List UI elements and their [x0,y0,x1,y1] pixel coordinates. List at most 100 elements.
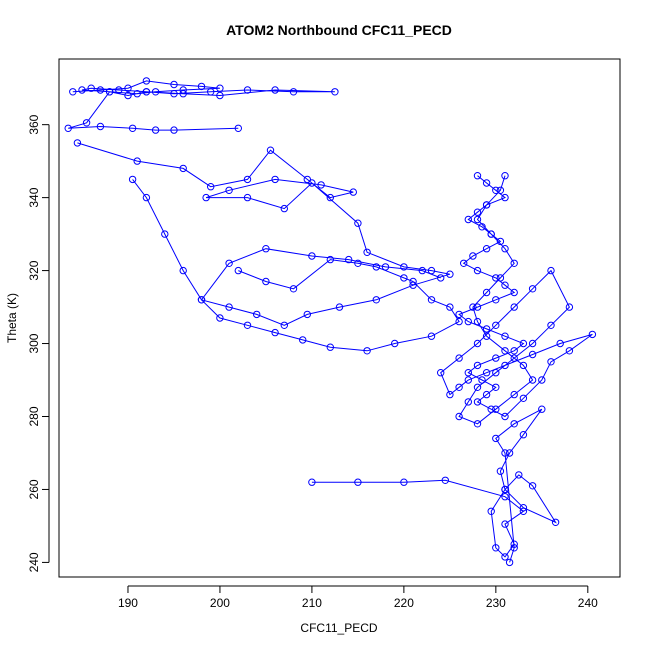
data-point [391,339,399,348]
data-point [179,164,187,173]
data-point [464,398,472,406]
data-point [437,274,445,282]
data-point [510,544,518,552]
data-point [460,259,468,267]
data-point [253,310,261,319]
data-point [133,90,141,98]
data-point [510,540,518,548]
data-point [510,420,518,428]
data-point [179,86,187,94]
data-point [547,358,555,366]
data-point [565,347,574,355]
data-point [266,146,275,154]
data-point [363,347,371,355]
data-point [501,520,509,528]
data-point [142,193,151,202]
y-axis: 240 260 280 300 320 340 360 [27,114,50,572]
data-point [400,263,408,271]
data-point [271,86,279,94]
data-point [96,122,105,131]
data-point [151,88,160,96]
data-point [482,245,491,253]
data-point [354,259,362,267]
y-tick-label: 360 [27,114,41,134]
data-point [354,478,362,486]
data-point [308,252,316,260]
data-point [441,476,449,484]
x-axis-label: CFC11_PECD [300,621,377,635]
y-tick-label: 340 [27,187,41,207]
x-tick-label: 240 [578,596,598,610]
data-point [482,179,491,187]
data-point [473,383,482,391]
data-point [262,245,270,253]
data-point [82,119,91,127]
data-point [482,288,491,297]
data-point [418,266,426,275]
data-point [510,259,518,267]
data-point [124,91,132,100]
data-point [455,354,463,362]
data-point [538,376,546,384]
series-line [77,142,451,326]
data-point [501,493,509,501]
data-point [473,215,482,224]
data-point [492,274,500,282]
data-point [308,179,316,187]
data-point [372,296,380,304]
data-point [473,317,482,326]
data-point [464,369,472,377]
data-point [446,390,454,399]
data-point [243,175,252,184]
data-point [510,390,518,399]
data-point [482,201,491,209]
data-point [588,330,597,339]
plot-series-group [64,77,597,567]
data-point [510,347,518,355]
data-point [455,310,463,319]
data-point [225,259,233,267]
data-point [427,266,436,275]
data-point [455,317,463,326]
data-point [197,82,206,91]
data-point [345,255,353,264]
data-point [179,90,187,98]
y-axis-label: Theta (K) [5,293,19,343]
data-point [528,285,537,293]
data-point [446,270,454,278]
x-tick-label: 220 [394,596,414,610]
data-point [427,332,436,340]
data-point [501,449,509,457]
y-tick-label: 260 [27,479,41,499]
series-line [311,408,557,563]
data-point [501,193,509,202]
data-point [473,208,482,216]
data-point [303,310,311,319]
data-point [556,339,564,348]
data-point [115,86,123,94]
data-point [496,467,505,475]
data-point [409,277,417,286]
data-point [87,84,95,92]
data-point [492,405,500,413]
data-point [482,369,491,377]
data-point [271,175,279,184]
data-point [487,405,495,413]
data-point [473,339,482,348]
data-point [501,281,509,289]
data-point [455,383,463,391]
data-point [492,354,500,362]
data-point [170,126,178,134]
series-line [68,80,335,131]
data-point [409,281,417,289]
data-point [427,296,436,304]
data-point [565,303,574,311]
data-point [501,485,509,494]
data-point [515,471,523,479]
data-point [133,157,141,165]
x-axis: 190 200 210 220 230 240 [118,585,598,610]
data-point [464,376,472,384]
data-point [528,350,537,359]
data-point [161,230,169,238]
data-point [464,317,472,326]
